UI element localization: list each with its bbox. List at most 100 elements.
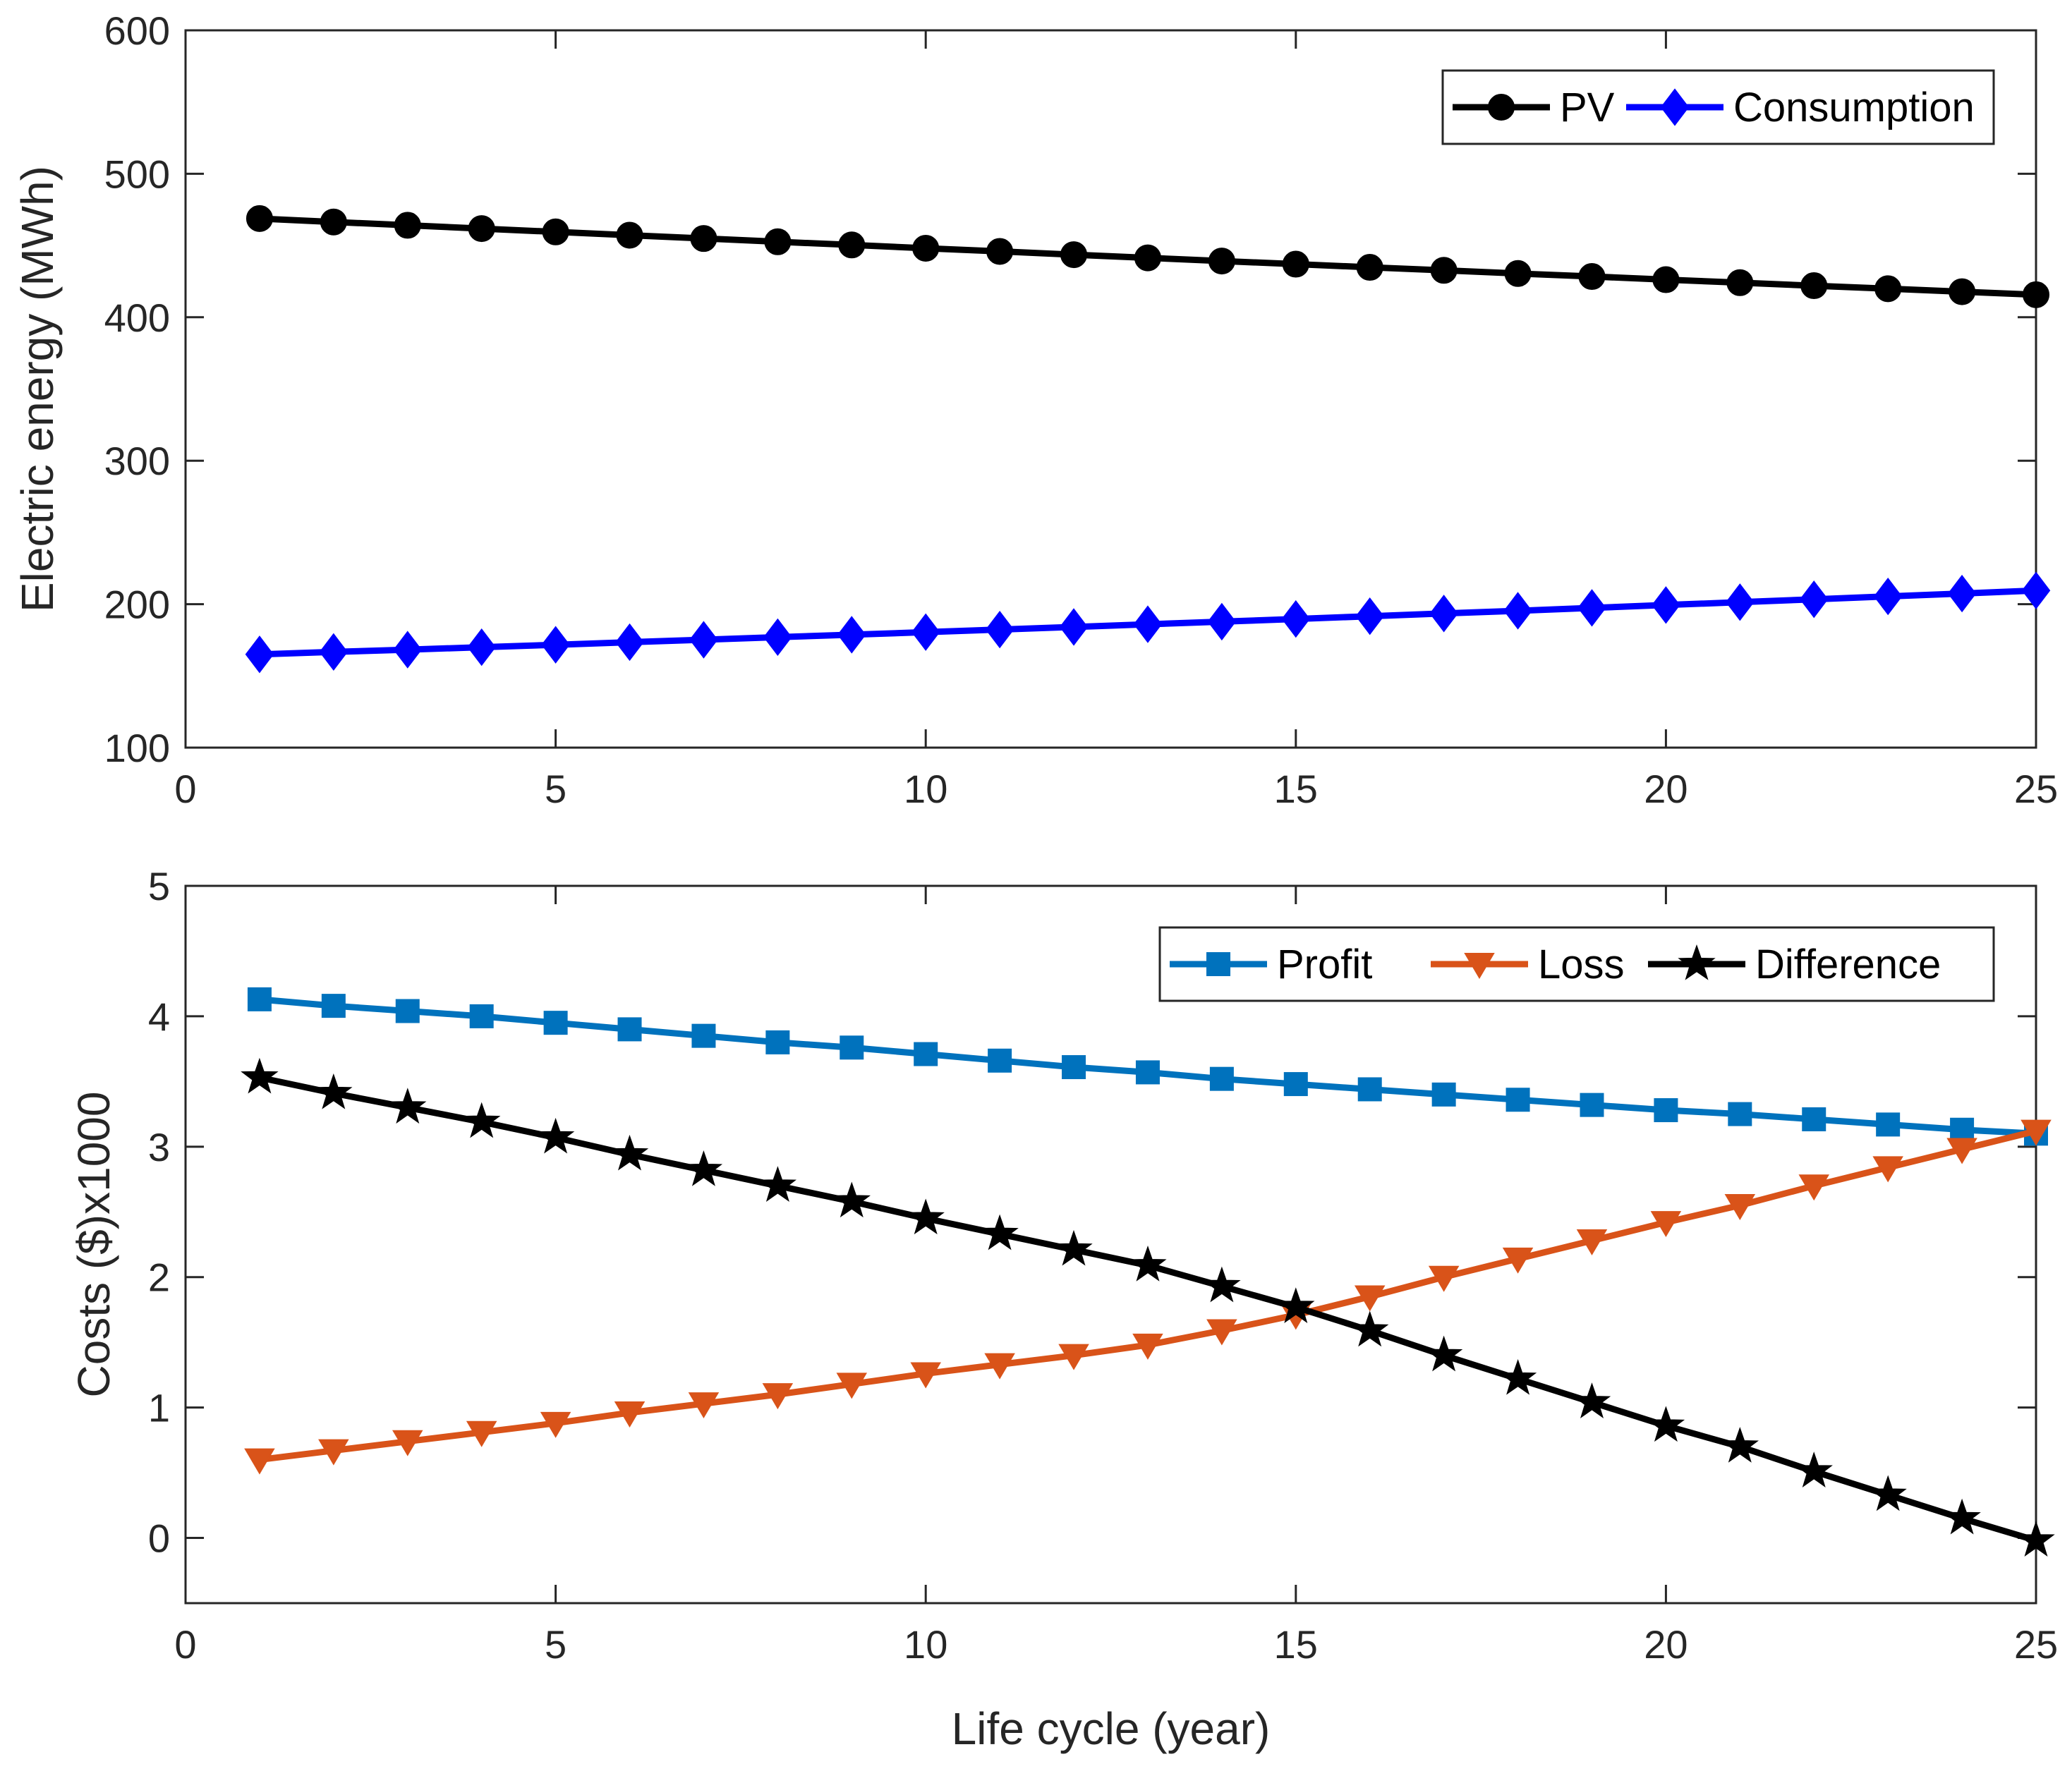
legend-marker-difference: [1678, 944, 1716, 980]
data-point-pv: [468, 215, 495, 243]
data-point-consumption: [1281, 600, 1311, 638]
data-point-loss: [1502, 1247, 1534, 1274]
data-point-loss: [1724, 1194, 1756, 1220]
x-tick-label: 15: [1274, 767, 1318, 811]
y-tick-label: 400: [104, 296, 170, 340]
y-tick-label: 1: [148, 1386, 170, 1430]
data-point-consumption: [837, 616, 866, 654]
data-point-consumption: [319, 633, 349, 671]
data-point-difference: [389, 1088, 427, 1124]
data-point-consumption: [763, 618, 792, 657]
legend-2: Profit Loss Difference: [1158, 926, 1995, 1002]
legend-label-profit: Profit: [1277, 942, 1372, 987]
data-point-pv: [2023, 281, 2049, 308]
data-point-profit: [1062, 1055, 1086, 1080]
data-point-loss: [762, 1383, 794, 1410]
data-point-consumption: [1726, 583, 1755, 621]
data-point-consumption: [1873, 577, 1903, 616]
data-point-profit: [1950, 1117, 1975, 1142]
y-tick-label: 500: [104, 152, 170, 196]
data-point-pv: [1949, 278, 1976, 305]
data-point-pv: [1060, 241, 1088, 269]
data-point-difference: [1498, 1358, 1537, 1395]
data-point-difference: [463, 1102, 501, 1138]
data-point-difference: [241, 1057, 279, 1094]
data-point-pv: [912, 234, 940, 262]
data-point-pv: [616, 221, 643, 249]
y-tick-label: 2: [148, 1255, 170, 1300]
data-point-consumption: [689, 621, 718, 659]
data-point-difference: [758, 1166, 796, 1202]
data-point-difference: [1425, 1335, 1463, 1372]
data-point-pv: [838, 231, 866, 259]
data-point-difference: [536, 1117, 575, 1154]
data-point-pv: [542, 218, 569, 245]
data-point-loss: [1650, 1211, 1682, 1238]
data-point-profit: [1283, 1072, 1308, 1097]
legend-label-consumption: Consumption: [1733, 85, 1975, 130]
legend-label-pv: PV: [1560, 85, 1615, 130]
y-axis-label: Costs ($)x1000: [68, 1092, 119, 1398]
data-point-consumption: [2021, 571, 2051, 609]
data-point-profit: [321, 994, 346, 1018]
data-point-difference: [684, 1150, 723, 1186]
y-tick-label: 100: [104, 726, 170, 770]
data-point-profit: [469, 1004, 494, 1028]
data-point-loss: [1872, 1156, 1903, 1183]
data-point-difference: [1055, 1229, 1093, 1266]
legend-marker-loss: [1464, 953, 1495, 979]
data-point-pv: [1134, 244, 1161, 272]
legend-label-difference: Difference: [1755, 942, 1941, 987]
data-point-pv: [1874, 275, 1902, 303]
data-point-profit: [247, 987, 272, 1011]
data-point-pv: [1578, 263, 1606, 291]
legend-box: [1158, 926, 1995, 1002]
data-point-loss: [244, 1448, 275, 1475]
data-point-pv: [986, 238, 1014, 265]
data-point-consumption: [541, 626, 570, 664]
data-point-pv: [1652, 266, 1680, 293]
data-point-loss: [688, 1392, 720, 1419]
data-point-consumption: [985, 610, 1014, 649]
data-point-pv: [320, 208, 347, 236]
y-tick-label: 600: [104, 8, 170, 53]
data-point-difference: [1795, 1452, 1833, 1487]
data-point-consumption: [1429, 595, 1458, 633]
data-point-consumption: [1355, 597, 1384, 635]
data-point-difference: [1351, 1310, 1389, 1347]
data-point-profit: [1654, 1098, 1678, 1123]
data-point-difference: [1277, 1287, 1315, 1323]
data-point-loss: [466, 1420, 497, 1447]
data-point-consumption: [1799, 580, 1829, 619]
data-point-loss: [614, 1401, 646, 1428]
x-tick-label: 20: [1644, 767, 1688, 811]
data-point-difference: [1129, 1246, 1167, 1282]
y-axis-label: Electric energy (MWh): [12, 166, 63, 612]
x-tick-label: 0: [174, 767, 196, 811]
x-tick-label: 5: [545, 767, 567, 811]
series-pv: [246, 205, 2049, 308]
data-point-consumption: [245, 635, 274, 674]
series-loss: [244, 1119, 2052, 1475]
data-point-profit: [1802, 1107, 1826, 1131]
x-axis-label: Life cycle (year): [952, 1703, 1271, 1754]
data-point-loss: [1428, 1265, 1460, 1292]
data-point-profit: [1728, 1102, 1752, 1126]
data-point-pv: [394, 212, 421, 239]
data-point-difference: [1943, 1498, 1981, 1535]
y-tick-label: 300: [104, 439, 170, 483]
data-point-difference: [981, 1214, 1019, 1250]
data-point-difference: [315, 1073, 353, 1109]
data-point-loss: [1058, 1344, 1089, 1370]
data-point-profit: [1209, 1066, 1234, 1091]
data-point-loss: [318, 1439, 349, 1466]
legend-marker-pv: [1488, 94, 1515, 121]
x-tick-label: 5: [545, 1622, 567, 1667]
legend-label-loss: Loss: [1538, 942, 1625, 987]
data-point-loss: [1576, 1229, 1608, 1255]
data-point-pv: [1504, 260, 1532, 287]
series-difference: [241, 1057, 2055, 1557]
legend-marker-consumption: [1660, 88, 1690, 126]
